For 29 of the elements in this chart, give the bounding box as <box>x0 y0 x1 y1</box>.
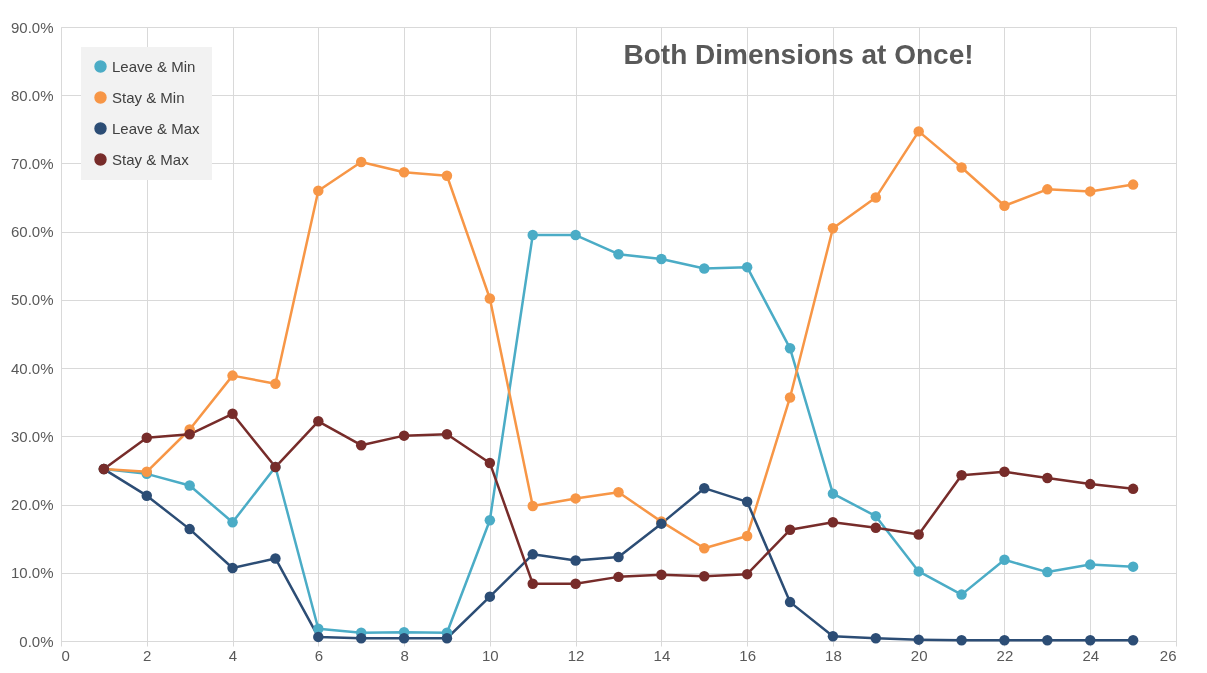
y-tick-label: 50.0% <box>10 291 54 309</box>
x-tick-label: 22 <box>996 646 1014 664</box>
y-tick-label: 90.0% <box>10 18 54 36</box>
legend-label: Stay & Min <box>112 88 185 106</box>
y-tick-label: 80.0% <box>10 86 54 104</box>
chart-title: Both Dimensions at Once! <box>623 39 974 70</box>
legend-label: Stay & Max <box>112 150 190 168</box>
x-tick-label: 16 <box>739 646 756 664</box>
y-tick-label: 70.0% <box>10 154 54 172</box>
y-tick-label: 20.0% <box>10 496 54 514</box>
legend-label: Leave & Max <box>112 119 201 137</box>
y-tick-label: 40.0% <box>10 359 54 377</box>
x-tick-label: 20 <box>910 646 928 664</box>
x-tick-label: 12 <box>567 646 585 664</box>
x-tick-label: 14 <box>653 646 671 664</box>
x-tick-label: 6 <box>314 646 323 664</box>
x-tick-label: 10 <box>482 646 499 664</box>
x-tick-label: 18 <box>825 646 842 664</box>
y-tick-label: 60.0% <box>10 223 54 241</box>
x-tick-label: 4 <box>228 646 238 664</box>
x-tick-label: 8 <box>400 646 409 664</box>
y-tick-label: 10.0% <box>10 564 54 582</box>
x-tick-label: 26 <box>1159 646 1177 664</box>
x-tick-label: 0 <box>61 646 70 664</box>
y-tick-label: 0.0% <box>19 632 54 650</box>
x-tick-label: 24 <box>1082 646 1100 664</box>
legend-label: Leave & Min <box>112 57 196 75</box>
y-tick-label: 30.0% <box>10 427 54 445</box>
x-tick-label: 2 <box>143 646 152 664</box>
